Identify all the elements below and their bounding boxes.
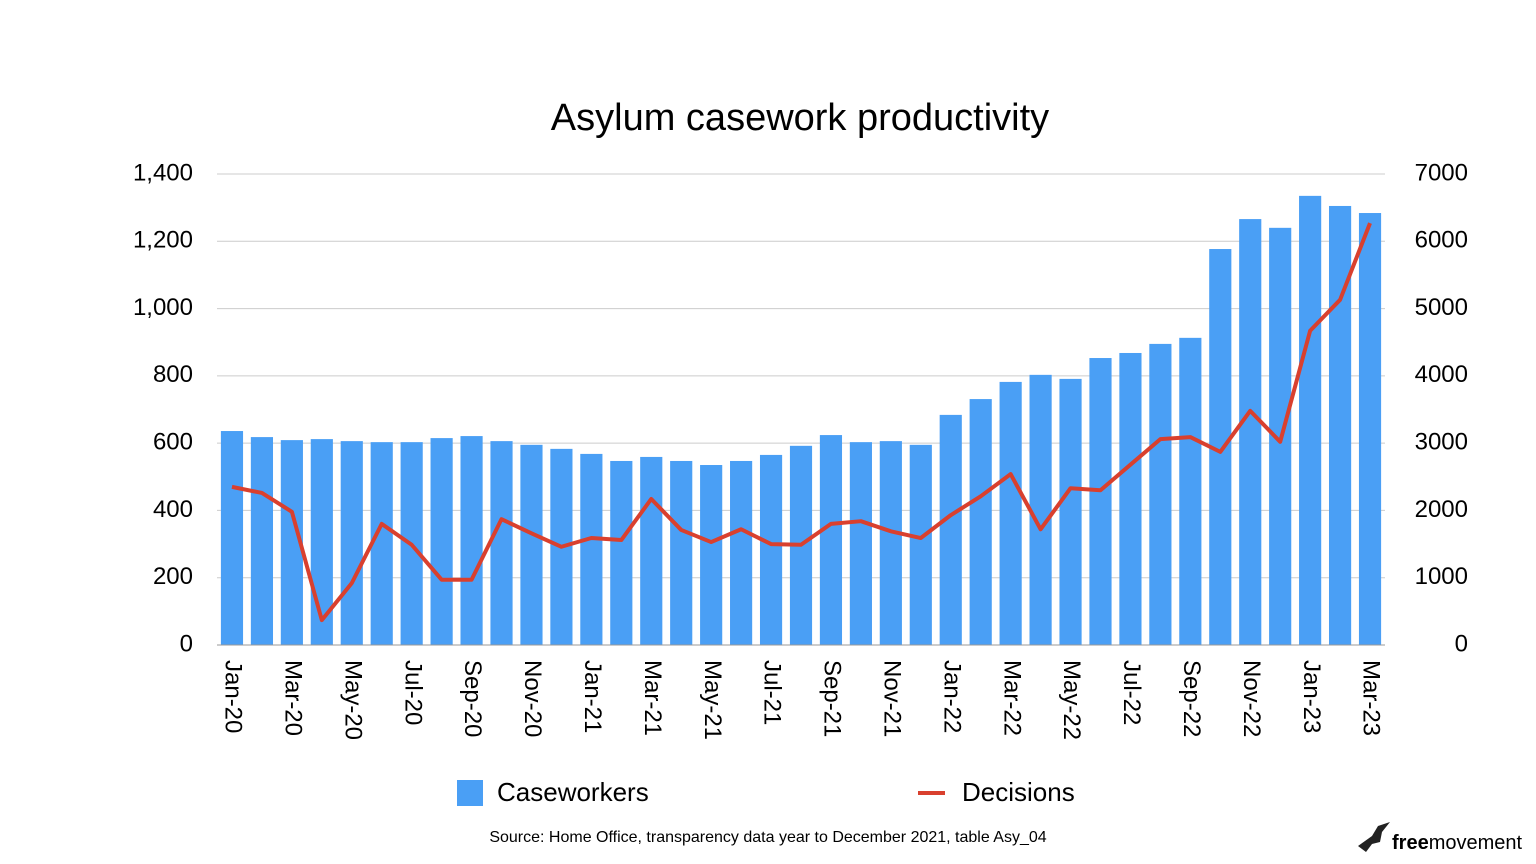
x-tick-label: Jan-21 — [579, 660, 606, 733]
y-tick-label: 200 — [153, 563, 193, 590]
x-tick-label: Mar-23 — [1358, 660, 1385, 736]
bar — [1029, 374, 1052, 645]
bar — [490, 441, 513, 645]
line — [231, 222, 1372, 623]
y2-tick-label: 1000 — [1415, 563, 1468, 590]
logo-bold: free — [1392, 832, 1429, 854]
y2-tick-label: 2000 — [1415, 496, 1468, 523]
bar — [1089, 358, 1112, 645]
bar — [1299, 195, 1322, 645]
bar — [849, 442, 872, 645]
legend-label: Caseworkers — [497, 777, 649, 807]
bar — [1119, 352, 1142, 645]
y2-tick-label: 5000 — [1415, 294, 1468, 321]
y2-tick-label: 0 — [1455, 630, 1468, 657]
x-tick-label: Jul-22 — [1118, 660, 1145, 725]
bar — [1358, 213, 1382, 646]
x-tick-label: Jul-20 — [399, 660, 426, 725]
x-tick-label: Nov-21 — [879, 660, 906, 737]
bar — [1059, 378, 1082, 645]
bar — [520, 444, 543, 645]
bar — [1179, 337, 1202, 645]
x-tick-label: Sep-22 — [1178, 660, 1205, 737]
x-tick-label: Mar-20 — [280, 660, 307, 736]
y-tick-label: 400 — [153, 496, 193, 523]
y-tick-label: 1,000 — [133, 294, 193, 321]
bar — [1239, 219, 1262, 645]
bar — [250, 437, 274, 645]
chart-title: Asylum casework productivity — [551, 97, 1049, 139]
bar — [879, 441, 902, 645]
bar — [340, 441, 363, 645]
source-note: Source: Home Office, transparency data y… — [489, 829, 1046, 846]
x-tick-label: Sep-21 — [819, 660, 846, 737]
bar — [759, 454, 783, 645]
legend-label: Decisions — [962, 777, 1075, 807]
bar — [220, 431, 244, 645]
bar — [460, 436, 483, 645]
y-tick-label: 1,200 — [133, 227, 193, 254]
y-tick-label: 800 — [153, 361, 193, 388]
bar — [909, 444, 932, 645]
bar — [580, 453, 603, 645]
y2-tick-label: 7000 — [1415, 159, 1468, 186]
bar — [700, 465, 723, 645]
y-tick-label: 600 — [153, 428, 193, 455]
bar — [610, 460, 633, 645]
logo-rest: movement — [1429, 832, 1523, 854]
y-tick-label: 0 — [180, 630, 193, 657]
logo: freemovement — [1358, 822, 1523, 854]
bar — [370, 442, 393, 645]
x-tick-label: Jul-21 — [759, 660, 786, 725]
x-tick-label: May-20 — [339, 660, 366, 740]
bar — [280, 440, 303, 645]
y-tick-label: 1,400 — [133, 159, 193, 186]
x-tick-label: Mar-22 — [998, 660, 1025, 736]
x-tick-label: Jan-20 — [220, 660, 247, 733]
x-tick-label: Nov-22 — [1238, 660, 1265, 737]
logo-text: freemovement — [1392, 832, 1523, 854]
x-tick-label: Mar-21 — [639, 660, 666, 736]
y2-tick-label: 3000 — [1415, 428, 1468, 455]
x-tick-label: Jan-23 — [1298, 660, 1325, 733]
y2-tick-label: 6000 — [1415, 227, 1468, 254]
bar — [819, 435, 843, 645]
y2-tick-label: 4000 — [1415, 361, 1468, 388]
legend-swatch — [457, 780, 483, 806]
x-tick-label: Jan-22 — [938, 660, 965, 733]
bar — [670, 460, 693, 645]
bar — [640, 456, 663, 645]
bar — [1149, 343, 1172, 645]
x-tick-label: May-21 — [699, 660, 726, 740]
logo-bird — [1358, 822, 1390, 852]
bar — [999, 381, 1022, 645]
bar — [730, 460, 753, 645]
bar — [939, 414, 962, 645]
x-tick-label: Sep-20 — [459, 660, 486, 737]
x-tick-label: May-22 — [1058, 660, 1085, 740]
bar — [1328, 205, 1352, 646]
x-tick-label: Nov-20 — [519, 660, 546, 737]
bar — [969, 399, 992, 645]
bar — [1209, 249, 1232, 646]
bar — [430, 438, 453, 645]
